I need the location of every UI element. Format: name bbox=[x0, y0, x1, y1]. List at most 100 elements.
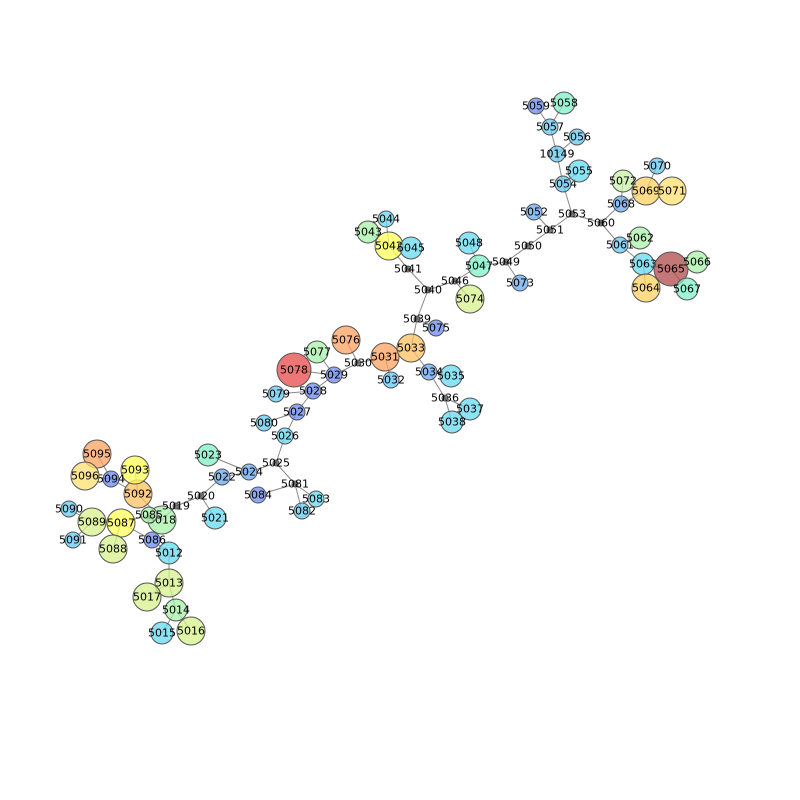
node-5034[interactable]: 5034 bbox=[415, 363, 443, 381]
node-5093[interactable]: 5093 bbox=[120, 455, 150, 485]
node-5013[interactable]: 5013 bbox=[154, 568, 184, 598]
node-5019[interactable]: 5019 bbox=[162, 500, 190, 513]
node-5075[interactable]: 5075 bbox=[422, 319, 450, 337]
node-5084[interactable]: 5084 bbox=[244, 486, 272, 504]
node-circle-5043 bbox=[356, 220, 380, 244]
edge-5040-5041 bbox=[407, 268, 429, 291]
node-5061[interactable]: 5061 bbox=[606, 236, 634, 254]
node-5030[interactable]: 5030 bbox=[344, 357, 372, 370]
node-5020[interactable]: 5020 bbox=[187, 490, 215, 503]
node-5087[interactable]: 5087 bbox=[106, 508, 136, 538]
node-5088[interactable]: 5088 bbox=[98, 534, 128, 564]
node-5016[interactable]: 5016 bbox=[176, 616, 206, 646]
node-5052[interactable]: 5052 bbox=[520, 203, 548, 221]
node-5085[interactable]: 5085 bbox=[135, 506, 163, 524]
node-5021[interactable]: 5021 bbox=[201, 506, 229, 530]
node-circle-5038 bbox=[440, 410, 464, 434]
node-5023[interactable]: 5023 bbox=[194, 443, 222, 467]
node-5077[interactable]: 5077 bbox=[303, 340, 331, 364]
node-5017[interactable]: 5017 bbox=[132, 582, 162, 612]
node-circle-5058 bbox=[552, 91, 576, 115]
node-5091[interactable]: 5091 bbox=[59, 531, 87, 549]
node-label-5015: 5015 bbox=[148, 627, 176, 640]
node-5025[interactable]: 5025 bbox=[262, 457, 290, 470]
node-5043[interactable]: 5043 bbox=[354, 220, 382, 244]
node-5036[interactable]: 5036 bbox=[431, 392, 459, 405]
node-5090[interactable]: 5090 bbox=[55, 500, 83, 518]
edge-5040-5046 bbox=[427, 280, 456, 291]
node-5026[interactable]: 5026 bbox=[271, 427, 299, 445]
node-5066[interactable]: 5066 bbox=[683, 250, 711, 274]
node-5064[interactable]: 5064 bbox=[631, 273, 661, 303]
node-5049[interactable]: 5049 bbox=[492, 256, 520, 269]
node-5086[interactable]: 5086 bbox=[138, 531, 166, 549]
node-circle-5047 bbox=[467, 254, 491, 278]
node-5048[interactable]: 5048 bbox=[455, 231, 483, 255]
node-5012[interactable]: 5012 bbox=[155, 541, 183, 565]
node-5092[interactable]: 5092 bbox=[123, 479, 153, 509]
node-5067[interactable]: 5067 bbox=[673, 277, 701, 301]
node-5039[interactable]: 5039 bbox=[403, 313, 431, 326]
node-5068[interactable]: 5068 bbox=[607, 195, 635, 213]
node-5055[interactable]: 5055 bbox=[565, 159, 593, 183]
node-5033[interactable]: 5033 bbox=[396, 333, 426, 363]
node-5089[interactable]: 5089 bbox=[77, 507, 107, 537]
node-5056[interactable]: 5056 bbox=[563, 128, 591, 146]
node-circle-5037 bbox=[458, 397, 482, 421]
node-5078[interactable]: 5078 bbox=[276, 352, 312, 388]
node-5035[interactable]: 5035 bbox=[437, 364, 465, 388]
node-5076[interactable]: 5076 bbox=[331, 325, 361, 355]
node-5029[interactable]: 5029 bbox=[320, 366, 348, 384]
node-label-5053: 5053 bbox=[558, 208, 586, 221]
node-5032[interactable]: 5032 bbox=[377, 371, 405, 389]
node-5054[interactable]: 5054 bbox=[549, 175, 577, 193]
node-10149[interactable]: 10149 bbox=[540, 145, 575, 163]
node-5040[interactable]: 5040 bbox=[414, 284, 442, 297]
node-5080[interactable]: 5080 bbox=[250, 414, 278, 432]
node-5058[interactable]: 5058 bbox=[550, 91, 578, 115]
node-5060[interactable]: 5060 bbox=[587, 217, 615, 230]
node-5053[interactable]: 5053 bbox=[558, 208, 586, 221]
node-5047[interactable]: 5047 bbox=[465, 254, 493, 278]
node-5042[interactable]: 5042 bbox=[374, 231, 404, 261]
node-5037[interactable]: 5037 bbox=[456, 397, 484, 421]
node-5028[interactable]: 5028 bbox=[299, 382, 327, 400]
node-5059[interactable]: 5059 bbox=[522, 97, 550, 115]
node-5027[interactable]: 5027 bbox=[283, 403, 311, 421]
node-5070[interactable]: 5070 bbox=[643, 157, 671, 175]
node-5014[interactable]: 5014 bbox=[162, 598, 190, 622]
node-5073[interactable]: 5073 bbox=[506, 274, 534, 292]
node-label-5017: 5017 bbox=[133, 591, 161, 604]
node-5081[interactable]: 5081 bbox=[281, 478, 309, 491]
node-5057[interactable]: 5057 bbox=[536, 118, 564, 136]
node-5050[interactable]: 5050 bbox=[514, 240, 542, 253]
node-5071[interactable]: 5071 bbox=[657, 176, 687, 206]
node-5045[interactable]: 5045 bbox=[397, 236, 425, 260]
node-5022[interactable]: 5022 bbox=[208, 468, 236, 486]
node-label-5056: 5056 bbox=[563, 131, 591, 144]
node-5046[interactable]: 5046 bbox=[441, 275, 469, 288]
node-circle-5064 bbox=[631, 273, 661, 303]
node-5082[interactable]: 5082 bbox=[288, 502, 316, 520]
node-5094[interactable]: 5094 bbox=[97, 470, 125, 488]
node-5044[interactable]: 5044 bbox=[372, 210, 400, 228]
node-5062[interactable]: 5062 bbox=[626, 226, 654, 250]
edge-5050-5051 bbox=[527, 229, 551, 247]
node-label-5082: 5082 bbox=[288, 505, 316, 518]
node-5074[interactable]: 5074 bbox=[455, 284, 485, 314]
node-5072[interactable]: 5072 bbox=[609, 169, 637, 193]
node-label-5075: 5075 bbox=[422, 322, 450, 335]
node-5024[interactable]: 5024 bbox=[235, 463, 263, 481]
node-5095[interactable]: 5095 bbox=[82, 439, 112, 469]
node-5041[interactable]: 5041 bbox=[394, 263, 422, 276]
node-5051[interactable]: 5051 bbox=[536, 224, 564, 237]
node-5096[interactable]: 5096 bbox=[70, 461, 100, 491]
node-5038[interactable]: 5038 bbox=[438, 410, 466, 434]
node-5063[interactable]: 5063 bbox=[629, 252, 657, 276]
node-label-5037: 5037 bbox=[456, 403, 484, 416]
node-5083[interactable]: 5083 bbox=[302, 490, 330, 508]
node-5015[interactable]: 5015 bbox=[148, 621, 176, 645]
node-5079[interactable]: 5079 bbox=[262, 385, 290, 403]
edge-5053-5060 bbox=[571, 213, 602, 224]
node-5031[interactable]: 5031 bbox=[370, 342, 400, 372]
